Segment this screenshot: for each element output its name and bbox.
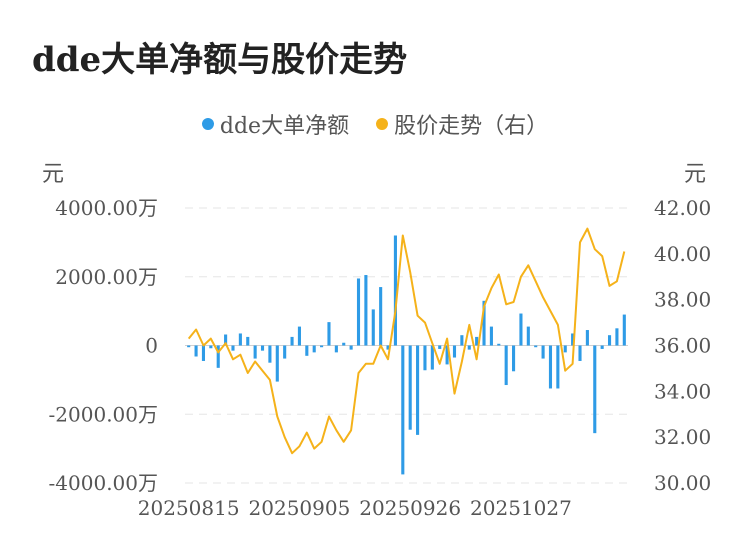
bar (452, 345, 457, 358)
legend-dot-price (376, 118, 389, 130)
bar (489, 326, 493, 346)
x-tick-label: 20251027 (470, 496, 572, 520)
bar (504, 345, 508, 386)
y-right-tick-label: 32.00 (654, 425, 711, 449)
left-axis-unit: 元 (42, 162, 65, 187)
bar (460, 335, 464, 346)
y-left-tick-label: 4000.00万 (55, 196, 158, 220)
bar (320, 345, 324, 348)
bar (401, 345, 405, 475)
bar (534, 345, 538, 348)
y-right-tick-label: 34.00 (654, 379, 711, 403)
bar (438, 345, 442, 349)
bar (268, 345, 272, 363)
bar (482, 300, 486, 346)
chart-title: dde大单净额与股价走势 (32, 40, 408, 80)
bar (408, 345, 412, 430)
bar (283, 345, 287, 359)
bar (231, 345, 235, 351)
x-tick-label: 20250926 (359, 496, 461, 520)
legend-label-price: 股价走势（右） (394, 114, 549, 139)
y-left-tick-label: 2000.00万 (55, 265, 158, 289)
legend-item-dde[interactable]: dde大单净额 (201, 108, 350, 140)
bar (349, 345, 353, 350)
bar (445, 345, 449, 365)
bar (327, 322, 331, 346)
bar (297, 326, 301, 346)
y-right-tick-label: 38.00 (654, 288, 711, 312)
bar (312, 345, 316, 353)
legend: dde大单净额 股价走势（右） (0, 108, 750, 140)
y-right-tick-label: 36.00 (654, 334, 711, 358)
bar (194, 345, 198, 357)
bar (209, 345, 213, 349)
y-right-tick-label: 40.00 (654, 242, 711, 266)
legend-label-dde: dde大单净额 (219, 114, 350, 139)
bar (585, 330, 589, 346)
bar (356, 278, 361, 346)
bar (563, 345, 567, 353)
bar (578, 345, 582, 361)
bar (305, 345, 309, 356)
bar (260, 345, 265, 351)
legend-dot-dde (201, 118, 214, 130)
y-left-tick-label: -4000.00万 (49, 471, 158, 495)
bar (201, 345, 206, 361)
bar (216, 345, 220, 368)
bar (275, 345, 279, 382)
y-left-tick-label: -2000.00万 (49, 402, 158, 426)
bar (512, 345, 516, 372)
bar (371, 309, 375, 346)
right-axis-unit: 元 (684, 162, 707, 187)
bar (607, 335, 612, 346)
bar (342, 342, 346, 346)
bar (290, 336, 294, 346)
bar (423, 345, 427, 371)
bar (386, 345, 390, 350)
bar (548, 345, 553, 389)
bar (246, 336, 250, 346)
y-left-tick-label: 0 (145, 334, 158, 358)
bar (467, 345, 471, 350)
x-tick-label: 20250905 (249, 496, 351, 520)
bar (622, 314, 626, 346)
bar (379, 287, 383, 346)
price-line (187, 227, 626, 455)
bar (497, 343, 501, 346)
bar (253, 345, 257, 359)
bar (430, 345, 434, 370)
bar (238, 333, 242, 346)
bar (571, 333, 575, 346)
bar (519, 313, 523, 346)
bar (593, 345, 597, 434)
bar (416, 345, 420, 435)
bar (600, 345, 604, 349)
bar (615, 328, 619, 346)
bar (475, 336, 479, 346)
bar (556, 345, 560, 389)
bar (364, 275, 368, 346)
bar (526, 326, 530, 346)
y-right-tick-label: 42.00 (654, 196, 711, 220)
y-right-tick-label: 30.00 (654, 471, 711, 495)
bar (541, 345, 545, 359)
bar (393, 235, 397, 346)
x-tick-label: 20250815 (138, 496, 240, 520)
bar (224, 334, 228, 346)
bar (187, 345, 191, 348)
bar (334, 345, 338, 353)
legend-item-price[interactable]: 股价走势（右） (376, 108, 548, 140)
